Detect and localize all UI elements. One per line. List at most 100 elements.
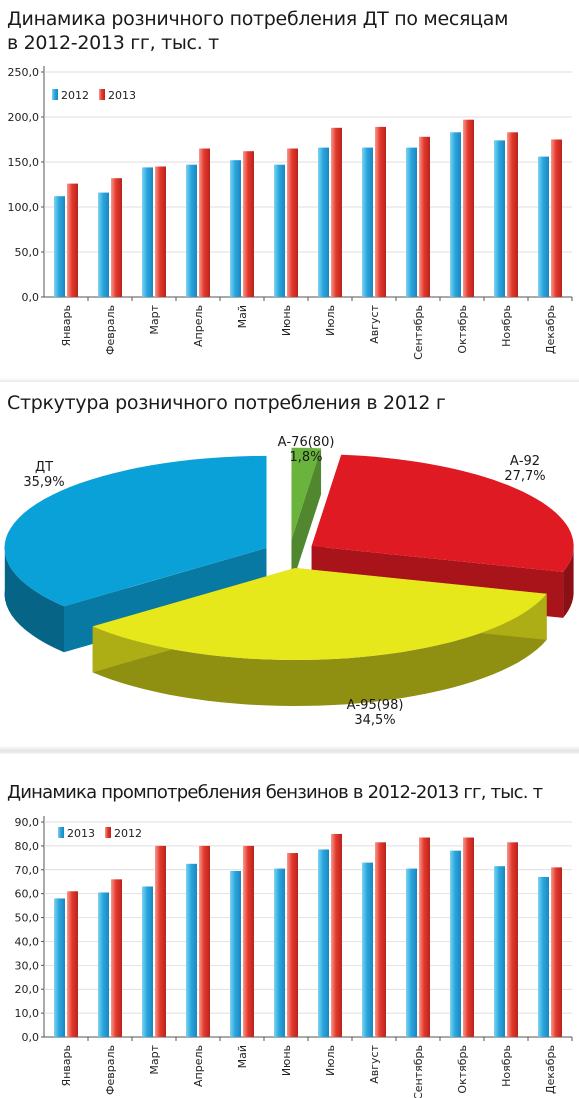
bar-2013 (331, 127, 342, 297)
x-tick-label: Март (148, 304, 161, 334)
pie-slice-side (4, 543, 64, 653)
bar-2012 (230, 160, 241, 297)
bar-2013 (551, 139, 562, 297)
bar-2012 (155, 845, 166, 1037)
bar-2013 (450, 850, 461, 1037)
chart2-title: Стркутура розничного потребления в 2012 … (7, 392, 446, 414)
chart3-svg: 0,0 10,0 20,0 30,0 40,0 50,0 60,0 70,0 80,0 90,0 Я… (15, 816, 573, 1098)
bar-2013 (142, 886, 153, 1037)
legend-label: 2013 (67, 827, 95, 840)
x-tick-label: Октябрь (456, 1045, 469, 1094)
slice-value-dt: 35,9% (23, 475, 65, 490)
panel-divider (0, 746, 579, 754)
x-tick-label: Январь (60, 1045, 73, 1087)
y-tick-label: 100,0 (8, 201, 40, 214)
x-tick-label: Май (236, 305, 249, 328)
pie-chart-svg (4, 447, 574, 706)
x-tick-label: Декабрь (544, 1045, 557, 1094)
pie-slice-face (291, 448, 322, 586)
slice-value-a95: 34,5% (354, 713, 396, 728)
bar-2013 (54, 898, 65, 1037)
bar-2013 (155, 166, 166, 297)
y-tick-label: 70,0 (15, 864, 40, 877)
chart3-title: Динамика промпотребления бензинов в 2012… (7, 782, 543, 803)
bar-2013 (419, 136, 430, 297)
chart1-title-line2: в 2012-2013 гг, тыс. т (7, 32, 219, 54)
bar-2012 (419, 837, 430, 1037)
chart-panel-retail-structure: Стркутура розничного потребления в 2012 … (0, 382, 579, 744)
bar-2012 (406, 147, 417, 297)
y-tick-label: 30,0 (15, 959, 40, 972)
chart1-title-line1: Динамика розничного потребления ДТ по ме… (7, 8, 509, 30)
legend-swatch (105, 827, 111, 838)
x-tick-label: Сентябрь (412, 305, 425, 360)
bar-2012 (538, 156, 549, 297)
bar-2013 (318, 849, 329, 1037)
bar-2013 (243, 151, 254, 297)
pie-slice-side (563, 544, 574, 618)
bar-2013 (230, 870, 241, 1037)
bar-2012 (362, 147, 373, 297)
bar-2013 (199, 148, 210, 297)
y-tick-label: 40,0 (15, 935, 40, 948)
x-tick-label: Ноябрь (500, 1045, 513, 1087)
legend-swatch (99, 89, 105, 100)
x-tick-label: Апрель (192, 1045, 205, 1087)
bar-2013 (98, 892, 109, 1037)
x-tick-label: Июль (324, 305, 337, 336)
x-tick-label: Февраль (104, 305, 117, 355)
y-tick-label: 50,0 (15, 912, 40, 925)
bar-2013 (507, 132, 518, 297)
bar-2012 (551, 867, 562, 1037)
x-tick-label: Июнь (280, 305, 293, 336)
bar-2012 (67, 891, 78, 1037)
pie-slice-top (311, 454, 574, 572)
x-tick-label: Май (236, 1045, 249, 1068)
bar-2012 (287, 853, 298, 1037)
bar-2012 (318, 147, 329, 297)
y-tick-label: 250,0 (8, 66, 40, 79)
pie-slice-a95 (92, 568, 547, 706)
bar-2013 (111, 178, 122, 297)
bar-2013 (494, 866, 505, 1037)
slice-label-a76: А-76(80) 1,8% (266, 435, 346, 465)
y-tick-label: 80,0 (15, 840, 40, 853)
y-tick-label: 200,0 (8, 111, 40, 124)
bar-2012 (142, 167, 153, 297)
x-tick-label: Январь (60, 305, 73, 347)
bar-2012 (331, 833, 342, 1037)
bar-2013 (186, 863, 197, 1037)
y-tick-label: 50,0 (15, 246, 40, 259)
x-tick-label: Ноябрь (500, 305, 513, 347)
bar-2012 (186, 164, 197, 297)
y-tick-label: 60,0 (15, 888, 40, 901)
bar-2013 (375, 126, 386, 298)
pie-slice-top (291, 447, 322, 540)
y-tick-label: 10,0 (15, 1007, 40, 1020)
x-tick-label: Март (148, 1044, 161, 1074)
bar-2012 (450, 132, 461, 297)
bar-2013 (67, 183, 78, 297)
pie-slice-top (4, 455, 267, 607)
bar-2012 (98, 192, 109, 297)
slice-name-a92: А-92 (509, 454, 541, 469)
legend-label: 2012 (61, 89, 89, 102)
legend-swatch (52, 89, 58, 100)
pie-slice-a92 (311, 454, 574, 618)
slice-label-a92: А-92 27,7% (490, 454, 560, 484)
bar-2012 (199, 845, 210, 1037)
bar-2012 (494, 140, 505, 297)
slice-name-a95: А-95(98) (346, 698, 404, 713)
bar-2012 (54, 196, 65, 297)
pie-slice-top (92, 568, 547, 660)
bar-2012 (507, 842, 518, 1037)
bar-2012 (243, 845, 254, 1037)
y-tick-label: 20,0 (15, 983, 40, 996)
bar-2013 (463, 119, 474, 297)
y-tick-label: 90,0 (15, 816, 40, 829)
bar-2013 (406, 868, 417, 1037)
slice-label-dt: ДТ 35,9% (14, 460, 74, 490)
x-tick-label: Июнь (280, 1045, 293, 1076)
bar-2012 (274, 164, 285, 297)
x-tick-label: Июль (324, 1045, 337, 1076)
